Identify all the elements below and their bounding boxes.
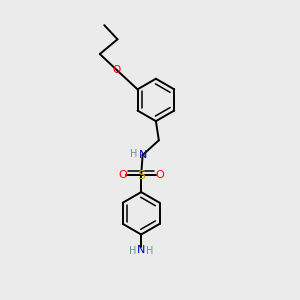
Text: S: S (137, 169, 145, 182)
Text: O: O (118, 170, 127, 180)
Text: N: N (139, 150, 147, 160)
Text: O: O (113, 65, 121, 75)
Text: O: O (155, 170, 164, 180)
Text: H: H (146, 246, 153, 256)
Text: N: N (137, 245, 146, 255)
Text: H: H (129, 246, 137, 256)
Text: H: H (130, 149, 137, 159)
